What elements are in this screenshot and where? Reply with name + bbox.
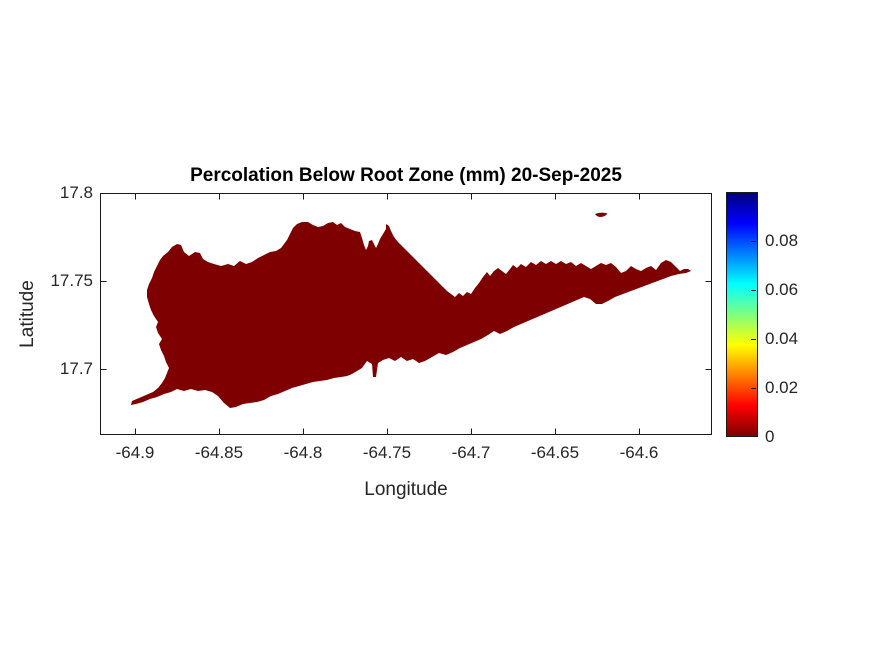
y-tick-label: 17.8 [59,183,93,202]
island-shape [131,222,691,408]
x-tick-label: -64.8 [283,443,323,462]
axes-box [100,193,712,435]
colorbar-tick-label: 0.02 [765,378,799,397]
y-tick-label: 17.7 [59,359,93,378]
colorbar-tick-label: 0.08 [765,231,799,250]
colorbar-tick-label: 0.06 [765,280,799,299]
x-tick-label: -64.75 [362,443,412,462]
plot-area [100,193,712,435]
colorbar-tick-mark [751,388,756,389]
x-tick-label: -64.9 [115,443,155,462]
colorbar-tick-mark [751,290,756,291]
x-tick-label: -64.7 [451,443,491,462]
x-axis-label: Longitude [364,479,448,500]
buck-island-shape [595,212,608,217]
chart-title: Percolation Below Root Zone (mm) 20-Sep-… [190,165,622,186]
colorbar-tick-label: 0 [765,427,775,446]
axis-ticks [100,193,712,435]
y-tick-label: 17.75 [50,271,93,290]
x-tick-label: -64.65 [530,443,580,462]
map-plot-svg [100,193,712,435]
x-tick-label: -64.85 [194,443,244,462]
colorbar-tick-mark [751,241,756,242]
x-tick-label: -64.6 [619,443,659,462]
colorbar-tick-label: 0.04 [765,329,799,348]
colorbar-tick-mark [751,339,756,340]
colorbar [726,192,758,437]
